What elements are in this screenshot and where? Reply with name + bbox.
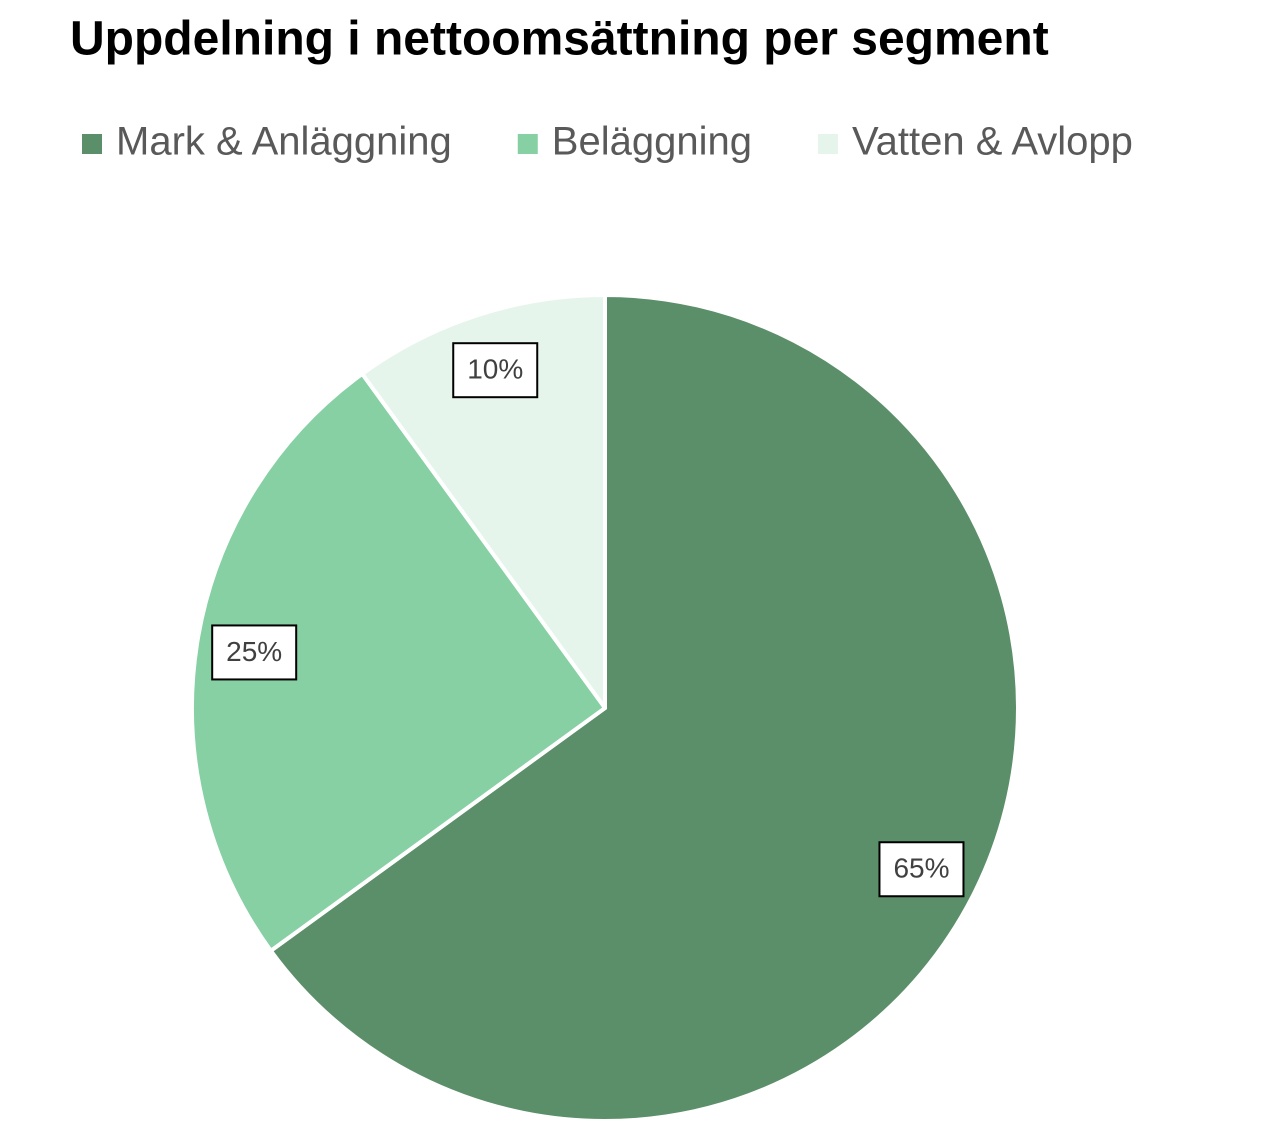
data-label-box — [878, 841, 965, 898]
legend-label: Mark & Anläggning — [116, 120, 452, 164]
legend-swatch — [517, 134, 538, 154]
legend-label: Beläggning — [552, 120, 752, 164]
data-label-box — [211, 624, 298, 681]
legend-swatch — [82, 134, 102, 154]
pie-slice — [190, 371, 607, 953]
data-label: 10% — [467, 354, 523, 385]
pie-slice — [360, 293, 607, 710]
legend-swatch — [817, 134, 838, 154]
pie-slice — [268, 293, 1020, 1123]
data-label: 25% — [226, 636, 282, 667]
chart-title: Uppdelning i nettoomsättning per segment — [70, 13, 1049, 66]
legend-label: Vatten & Avlopp — [852, 120, 1133, 164]
data-label: 65% — [893, 853, 949, 884]
data-label-box — [452, 342, 539, 399]
